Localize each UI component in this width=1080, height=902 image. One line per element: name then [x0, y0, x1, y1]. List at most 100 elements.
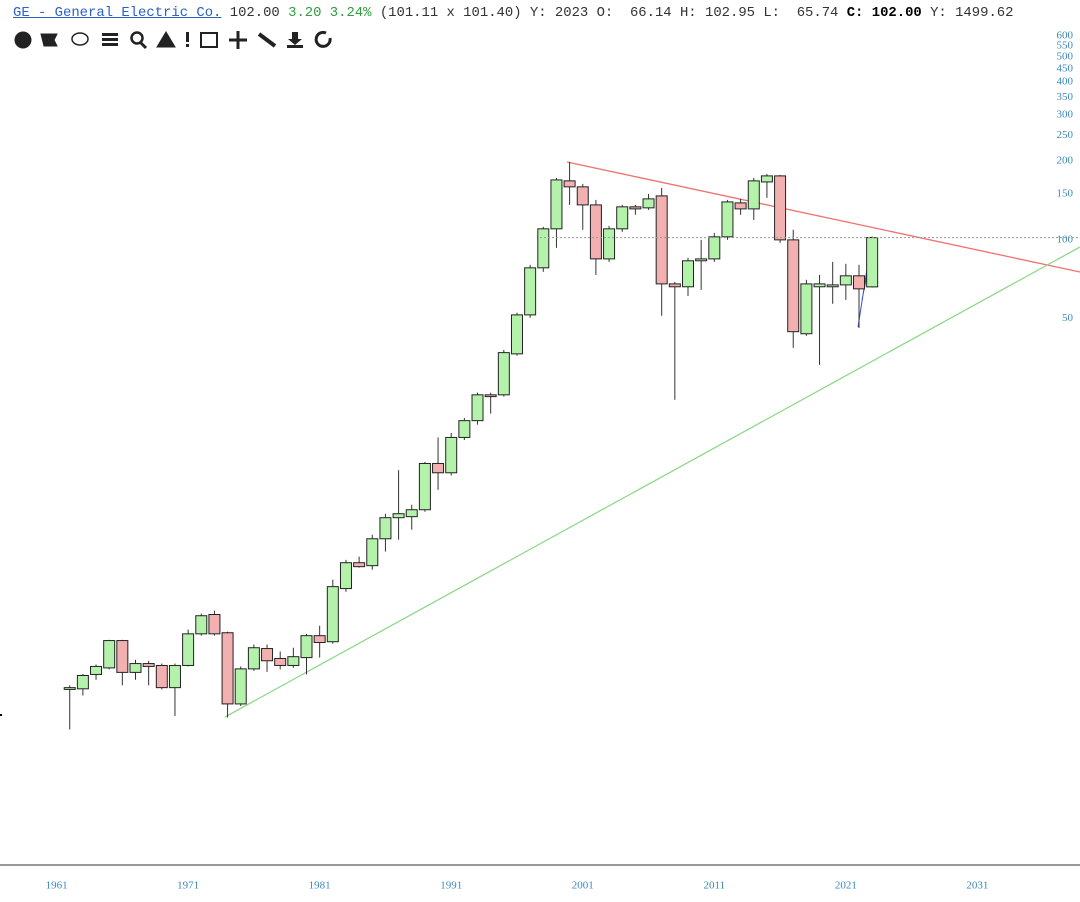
- open-value: 66.14: [629, 5, 672, 21]
- y-tick-label: 300: [1057, 108, 1074, 120]
- symbol-link[interactable]: GE - General Electric Co.: [13, 5, 222, 21]
- candle-body: [313, 635, 326, 644]
- high-label: H:: [679, 5, 697, 21]
- support-trendline: [224, 246, 1080, 718]
- icon-comment[interactable]: [71, 32, 89, 46]
- candle-body: [287, 656, 300, 666]
- candle-body: [787, 239, 800, 333]
- candle-body: [182, 633, 195, 666]
- icon-twitter[interactable]: [40, 33, 58, 47]
- candle-body: [326, 586, 339, 643]
- candle-body: [247, 647, 260, 670]
- candle-body: [747, 180, 760, 210]
- candle-body: [721, 201, 734, 238]
- candle-body: [208, 613, 221, 635]
- y-tick-label: 400: [1057, 76, 1074, 88]
- icon-search[interactable]: [130, 31, 144, 45]
- candle-body: [339, 562, 352, 590]
- candle-body: [866, 237, 879, 288]
- bid-ask: (101.11 x 101.40): [379, 5, 522, 21]
- low-value: 65.74: [796, 5, 839, 21]
- icon-list[interactable]: [102, 33, 118, 46]
- icon-triangle[interactable]: [156, 31, 176, 48]
- icon-refresh[interactable]: [314, 30, 332, 48]
- candle-body: [418, 462, 431, 511]
- candle-body: [497, 352, 510, 396]
- open-label: O:: [596, 5, 614, 21]
- y-tick-label: 150: [1057, 187, 1074, 199]
- candle-body: [432, 462, 445, 474]
- candle-body: [221, 632, 234, 705]
- y-tick-label: 100: [1057, 233, 1074, 245]
- candle-body: [445, 436, 458, 474]
- candle-body: [366, 538, 379, 567]
- candle-body: [76, 674, 89, 690]
- candle-body: [129, 663, 142, 673]
- change-pct: 3.24%: [329, 5, 372, 21]
- candle-body: [484, 394, 497, 398]
- icon-exclaim[interactable]: [186, 32, 189, 42]
- high-value: 102.95: [704, 5, 755, 21]
- y-tick-label: 450: [1057, 62, 1074, 74]
- candle-body: [826, 284, 839, 288]
- candle-body: [550, 179, 563, 230]
- candle-body: [563, 180, 576, 188]
- candle-body: [90, 665, 103, 675]
- candle-body: [353, 562, 366, 568]
- icon-dashboard[interactable]: [14, 31, 32, 49]
- icon-search-handle: [138, 40, 148, 50]
- y-tick-label: 500: [1057, 50, 1074, 62]
- x-tick-label: 1991: [440, 880, 462, 892]
- x-tick-label: 1961: [46, 880, 68, 892]
- y-tick-label: 250: [1057, 129, 1074, 141]
- candle-body: [800, 283, 813, 335]
- x-tick-label: 1981: [309, 880, 331, 892]
- icon-move[interactable]: [229, 31, 247, 49]
- x-tick-label: 1971: [177, 880, 199, 892]
- candle-body: [695, 258, 708, 262]
- icon-calendar[interactable]: [200, 32, 218, 48]
- last: 102.00: [229, 5, 280, 21]
- candle-body: [576, 186, 589, 206]
- candle-body: [379, 517, 392, 540]
- candle-body: [629, 206, 642, 210]
- candle-body: [616, 206, 629, 230]
- change: 3.20: [288, 5, 322, 21]
- edge-marker: [0, 714, 2, 716]
- y-tick-label: 350: [1057, 91, 1074, 103]
- x-tick-label: 2011: [704, 880, 726, 892]
- candle-body: [168, 664, 181, 689]
- resistance-trendline: [566, 161, 1080, 273]
- y-tick-label: 600: [1057, 30, 1074, 42]
- y-tick-label: 550: [1057, 40, 1074, 52]
- candle-body: [458, 420, 471, 438]
- candle-body: [589, 204, 602, 260]
- candle-body: [103, 640, 116, 669]
- candle-body: [63, 687, 76, 690]
- candle-body: [813, 283, 826, 288]
- y-tick-label: 50: [1062, 312, 1074, 324]
- candle-body: [681, 260, 694, 288]
- candle-body: [774, 175, 787, 241]
- candle-body: [760, 175, 773, 183]
- candle-body: [195, 615, 208, 635]
- candle-body: [642, 198, 655, 209]
- y-tick-label: 200: [1057, 155, 1074, 167]
- candle-body: [668, 283, 681, 288]
- quote-header: GE - General Electric Co. 102.00 3.20 3.…: [13, 5, 1013, 21]
- close-label: C:: [846, 5, 864, 21]
- candle-body: [839, 275, 852, 286]
- icon-link[interactable]: [257, 32, 277, 48]
- icon-download[interactable]: [287, 32, 303, 48]
- candle-body: [655, 195, 668, 285]
- x-tick-label: 2031: [966, 880, 988, 892]
- candle-body: [261, 648, 274, 662]
- x-tick-label: 2021: [835, 880, 857, 892]
- candle-body: [734, 202, 747, 210]
- candle-body: [116, 640, 129, 673]
- candle-body: [853, 275, 866, 290]
- candle-body: [603, 228, 616, 260]
- candle-body: [537, 228, 550, 269]
